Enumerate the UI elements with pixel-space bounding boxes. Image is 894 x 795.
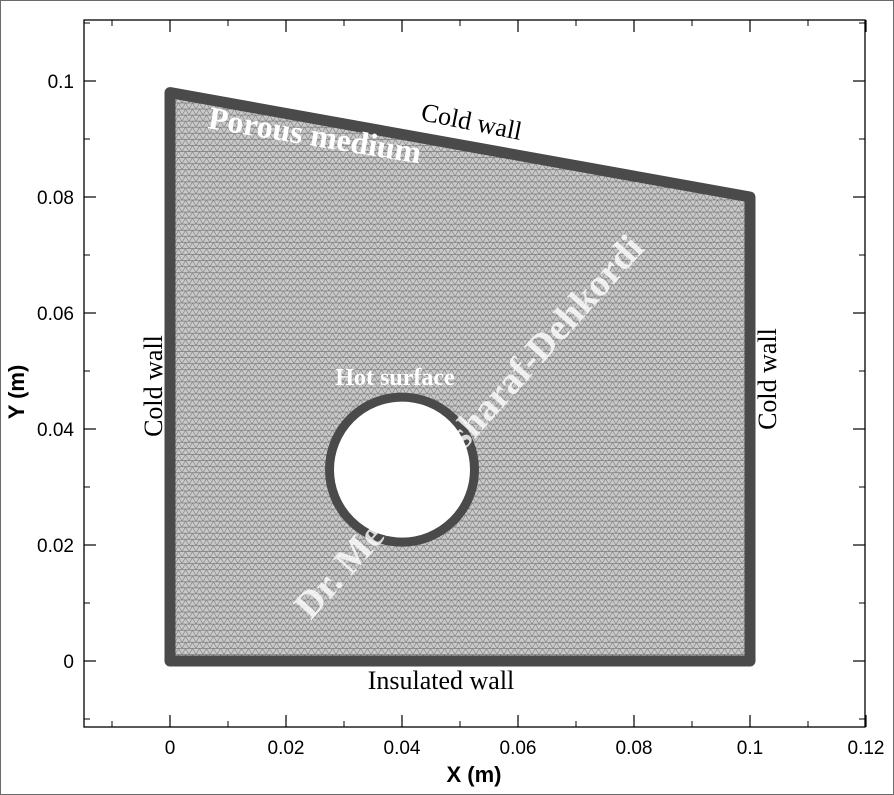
cold-wall-right-label: Cold wall <box>753 328 782 430</box>
x-axis-ticks: 0 0.02 0.04 0.06 0.08 0.1 0.12 <box>111 20 885 759</box>
x-tick-label: 0.08 <box>616 738 653 759</box>
y-tick-label: 0.02 <box>37 536 74 557</box>
cold-wall-left-label: Cold wall <box>139 335 168 437</box>
boundary-layer <box>164 87 756 667</box>
y-axis-ticks: 0 0.02 0.04 0.06 0.08 0.1 <box>37 22 865 720</box>
x-tick-label: 0.1 <box>737 738 763 759</box>
x-tick-label: 0.04 <box>384 738 421 759</box>
y-tick-label: 0.04 <box>37 420 74 441</box>
x-axis-title: X (m) <box>447 762 502 787</box>
y-axis-title: Y (m) <box>4 365 29 420</box>
hot-surface-label: Hot surface <box>335 365 455 391</box>
y-tick-label: 0 <box>63 652 74 673</box>
y-tick-label: 0.1 <box>48 72 74 93</box>
mesh-domain <box>164 87 756 667</box>
axes-box <box>83 19 866 728</box>
hot-surface-boundary <box>325 392 479 547</box>
y-tick-label: 0.08 <box>37 188 74 209</box>
insulated-wall-label: Insulated wall <box>368 666 515 695</box>
y-tick-label: 0.06 <box>37 304 74 325</box>
x-tick-label: 0.12 <box>848 738 885 759</box>
x-tick-label: 0.06 <box>500 738 537 759</box>
mesh-region <box>170 92 750 662</box>
x-tick-label: 0.02 <box>268 738 305 759</box>
x-tick-label: 0 <box>165 738 176 759</box>
